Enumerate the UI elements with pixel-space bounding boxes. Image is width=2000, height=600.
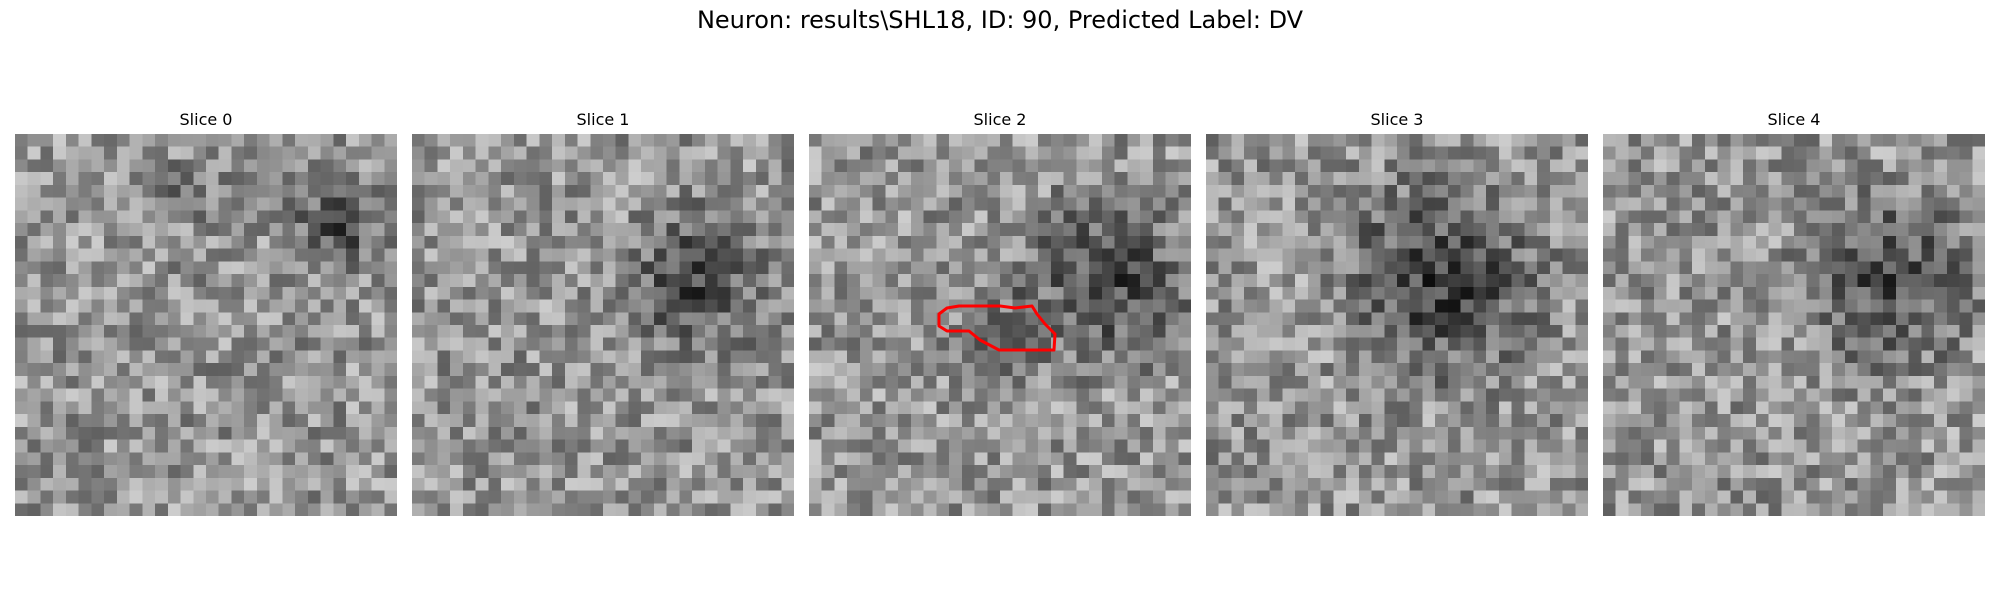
slice-title: Slice 4 — [1767, 110, 1821, 129]
slice-title: Slice 1 — [576, 110, 630, 129]
slice-image-4 — [1603, 134, 1985, 516]
slice-title: Slice 0 — [179, 110, 233, 129]
slice-image-0 — [15, 134, 397, 516]
slice-panel-2: Slice 2 — [809, 108, 1191, 516]
slice-panel-0: Slice 0 — [15, 108, 397, 516]
slice-panel-4: Slice 4 — [1603, 108, 1985, 516]
slice-title: Slice 3 — [1370, 110, 1424, 129]
slice-panel-1: Slice 1 — [412, 108, 794, 516]
slice-image-2 — [809, 134, 1191, 516]
slice-image-3 — [1206, 134, 1588, 516]
slice-image-1 — [412, 134, 794, 516]
slice-title: Slice 2 — [973, 110, 1027, 129]
slice-panel-3: Slice 3 — [1206, 108, 1588, 516]
figure-title: Neuron: results\SHL18, ID: 90, Predicted… — [696, 6, 1304, 34]
